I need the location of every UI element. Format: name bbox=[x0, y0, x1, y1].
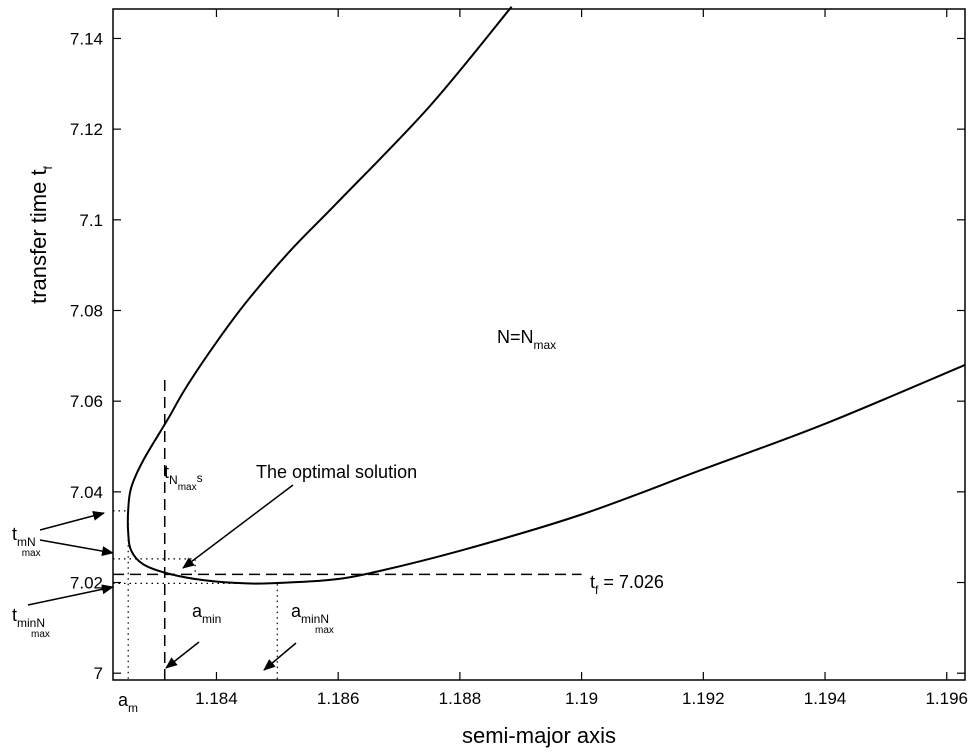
y-axis-title-sub: f bbox=[41, 165, 55, 169]
x-tick-label: 1.196 bbox=[925, 689, 968, 708]
y-tick-label: 7.12 bbox=[70, 120, 103, 139]
data-curve bbox=[126, 6, 966, 585]
a-m-label: am bbox=[118, 690, 138, 715]
y-tick-label: 7.02 bbox=[70, 574, 103, 593]
t-mnmax-label: tmN max bbox=[12, 524, 41, 559]
x-tick-label: 1.19 bbox=[565, 689, 598, 708]
optimal-solution-arrow bbox=[182, 484, 294, 569]
ref-dotted bbox=[113, 510, 129, 680]
x-tick-label: 1.184 bbox=[195, 689, 238, 708]
y-tick-label: 7.1 bbox=[79, 211, 103, 230]
a-minnmax-label: aminN max bbox=[291, 601, 334, 636]
x-tick-label: 1.192 bbox=[682, 689, 725, 708]
y-tick-label: 7 bbox=[94, 664, 103, 683]
axis-ticks bbox=[113, 9, 965, 680]
y-tick-labels: 7 7.02 7.04 7.06 7.08 7.1 7.12 7.14 bbox=[70, 29, 103, 683]
y-tick-label: 7.06 bbox=[70, 392, 103, 411]
x-axis-title: semi-major axis bbox=[462, 723, 616, 748]
y-tick-label: 7.08 bbox=[70, 301, 103, 320]
t-mnmax-arrow-down bbox=[39, 539, 114, 556]
optimal-solution-label: The optimal solution bbox=[256, 462, 417, 482]
y-tick-label: 7.14 bbox=[70, 29, 103, 48]
y-axis-title: transfer time tf bbox=[26, 165, 55, 303]
t-minnmax-arrow bbox=[27, 584, 114, 606]
svg-text:transfer time tf: transfer time tf bbox=[26, 165, 55, 303]
a-minnmax-arrow bbox=[263, 642, 297, 671]
x-tick-label: 1.188 bbox=[439, 689, 482, 708]
x-tick-label: 1.186 bbox=[317, 689, 360, 708]
y-tick-label: 7.04 bbox=[70, 483, 103, 502]
x-tick-label: 1.194 bbox=[804, 689, 847, 708]
region-label: N=Nmax bbox=[497, 327, 556, 352]
a-min-arrow bbox=[165, 641, 200, 669]
t-minnmax-label: tminN max bbox=[12, 605, 50, 640]
plot-frame bbox=[112, 8, 966, 681]
reference-lines bbox=[113, 378, 582, 680]
t-mnmax-arrow-up bbox=[39, 510, 105, 531]
x-tick-labels: 1.184 1.186 1.188 1.19 1.192 1.194 1.196 bbox=[195, 689, 968, 708]
a-min-label: amin bbox=[192, 601, 221, 626]
t-nmax-s-label: tNmaxs bbox=[164, 462, 203, 493]
tf-label: tf = 7.026 bbox=[590, 572, 664, 597]
ref-dotted bbox=[113, 582, 278, 680]
y-axis-title-main: transfer time t bbox=[26, 169, 51, 303]
